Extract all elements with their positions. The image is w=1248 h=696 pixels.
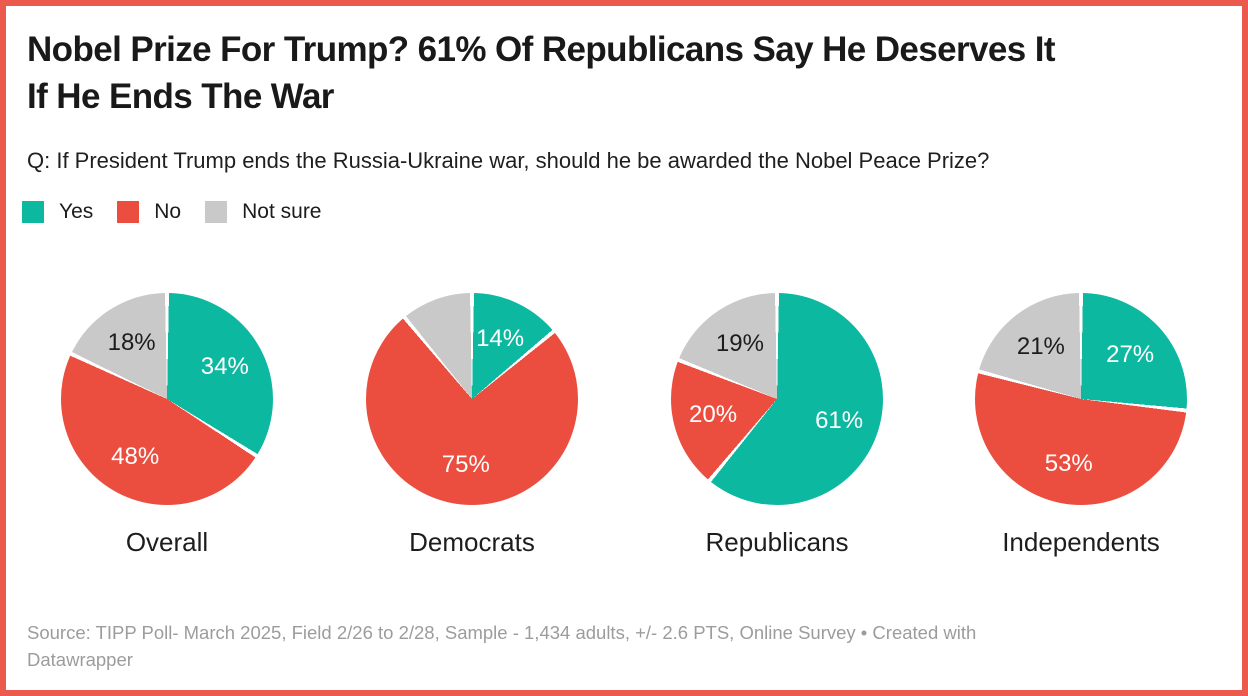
legend-item-yes: Yes: [22, 200, 93, 224]
pie-slice-label: 75%: [441, 450, 490, 478]
pie-slice-label: 14%: [476, 325, 525, 353]
pie-overall: 34% 48% 18%: [61, 293, 273, 505]
pie-group-label: Overall: [125, 527, 209, 557]
pie-slice-label: 18%: [107, 329, 156, 357]
pie-slice-label: 61%: [815, 407, 864, 435]
datawrapper-attribution-link[interactable]: Created with Datawrapper: [27, 622, 977, 670]
pie-slice-label: 48%: [111, 442, 160, 470]
legend-label: Not sure: [242, 200, 322, 223]
legend-swatch-icon: [117, 201, 140, 223]
legend-swatch-icon: [205, 201, 228, 223]
chart-footer: Source: TIPP Poll- March 2025, Field 2/2…: [27, 619, 1083, 673]
legend-item-no: No: [117, 200, 181, 224]
pie-slice-label: 20%: [689, 401, 738, 429]
legend-item-not-sure: Not sure: [205, 200, 322, 224]
chart-subtitle: Q: If President Trump ends the Russia-Uk…: [27, 148, 990, 173]
legend-label: Yes: [59, 200, 94, 223]
pie-republicans: 61% 20% 19%: [671, 293, 883, 505]
footer-separator: •: [860, 622, 868, 643]
chart-title: Nobel Prize For Trump? 61% Of Republican…: [27, 30, 1056, 116]
pie-group-label: Democrats: [409, 527, 535, 557]
pie-group-label: Independents: [1002, 527, 1160, 557]
pie-slice-label: 19%: [715, 330, 764, 358]
pie-slice-label: 21%: [1016, 332, 1065, 360]
pie-slice-label: 34%: [200, 353, 249, 381]
legend-swatch-icon: [22, 201, 44, 223]
pie-independents: 27% 53% 21%: [975, 293, 1187, 505]
source-note: Source: TIPP Poll- March 2025, Field 2/2…: [27, 622, 856, 643]
legend-label: No: [154, 200, 182, 223]
pie-group-label: Republicans: [705, 527, 849, 557]
pie-slice-label: 53%: [1044, 449, 1093, 477]
legend: Yes No Not sure: [22, 200, 322, 224]
pie-slice-label: 27%: [1106, 340, 1155, 368]
pie-democrats: 14% 75%: [366, 293, 578, 505]
